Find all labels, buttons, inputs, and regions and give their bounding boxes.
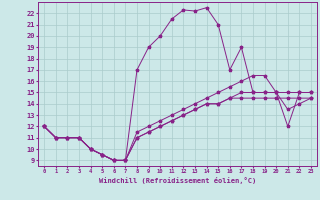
X-axis label: Windchill (Refroidissement éolien,°C): Windchill (Refroidissement éolien,°C) [99, 177, 256, 184]
